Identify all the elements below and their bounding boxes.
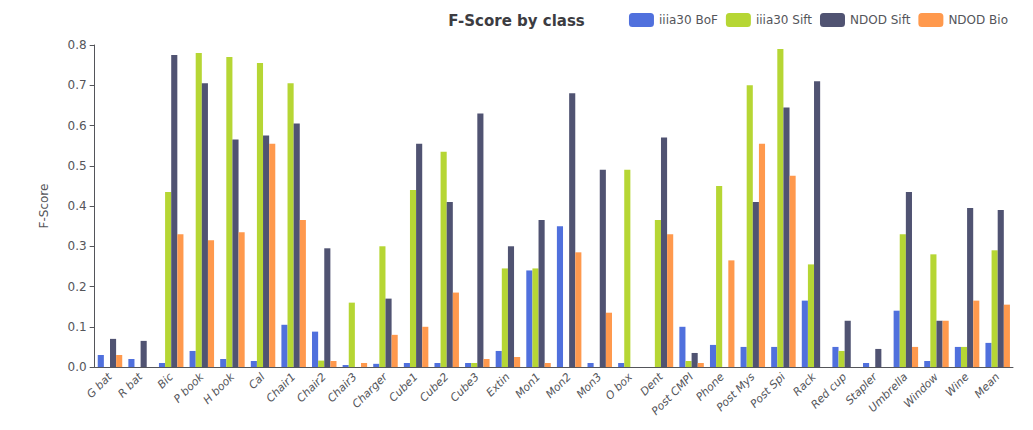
svg-text:F-Score by class: F-Score by class <box>448 12 585 30</box>
svg-text:Cube1: Cube1 <box>386 370 420 404</box>
svg-text:Bic: Bic <box>155 370 176 391</box>
svg-text:0.1: 0.1 <box>68 320 87 334</box>
svg-text:NDOD Sift: NDOD Sift <box>850 13 911 27</box>
svg-text:Cal: Cal <box>246 370 268 392</box>
svg-text:Cube3: Cube3 <box>448 370 482 404</box>
svg-text:Post CMPI: Post CMPI <box>649 370 696 417</box>
svg-text:0.7: 0.7 <box>68 78 87 92</box>
svg-text:0.3: 0.3 <box>68 239 87 253</box>
svg-text:0.4: 0.4 <box>68 199 87 213</box>
svg-text:NDOD Bio: NDOD Bio <box>948 13 1008 27</box>
svg-text:0.5: 0.5 <box>68 159 87 173</box>
svg-text:H book: H book <box>201 370 238 407</box>
svg-text:Rack: Rack <box>791 370 820 399</box>
svg-text:Post Spi: Post Spi <box>748 370 788 410</box>
svg-text:Chair1: Chair1 <box>264 370 299 405</box>
svg-text:Extin: Extin <box>484 370 513 399</box>
svg-text:iiia30 BoF: iiia30 BoF <box>659 13 718 27</box>
svg-text:Mon3: Mon3 <box>574 370 605 401</box>
svg-text:Stapler: Stapler <box>842 370 880 408</box>
svg-text:R bat: R bat <box>115 370 145 400</box>
svg-text:0.6: 0.6 <box>68 119 87 133</box>
svg-text:Chair2: Chair2 <box>294 370 329 405</box>
svg-text:G bat: G bat <box>84 370 115 401</box>
svg-text:Cube2: Cube2 <box>417 370 451 404</box>
svg-text:Phone: Phone <box>693 370 727 404</box>
svg-text:0.2: 0.2 <box>68 280 87 294</box>
svg-text:Dent: Dent <box>638 370 666 398</box>
svg-text:Window: Window <box>901 370 941 410</box>
svg-text:P book: P book <box>171 370 207 406</box>
svg-text:0.0: 0.0 <box>68 360 87 374</box>
svg-text:Chair3: Chair3 <box>324 370 360 405</box>
svg-text:Mon2: Mon2 <box>543 370 574 401</box>
svg-text:F-Score: F-Score <box>37 184 51 229</box>
svg-text:Umbrella: Umbrella <box>866 370 910 414</box>
svg-text:Charger: Charger <box>350 369 391 410</box>
svg-text:Wine: Wine <box>943 370 972 399</box>
svg-text:O box: O box <box>603 370 635 402</box>
svg-text:Post Mys: Post Mys <box>714 370 758 414</box>
svg-text:Mon1: Mon1 <box>513 370 544 401</box>
svg-text:iiia30 Sift: iiia30 Sift <box>756 13 812 27</box>
svg-text:Mean: Mean <box>972 370 1002 400</box>
svg-text:0.8: 0.8 <box>68 38 87 52</box>
svg-text:Red cup: Red cup <box>808 370 849 411</box>
